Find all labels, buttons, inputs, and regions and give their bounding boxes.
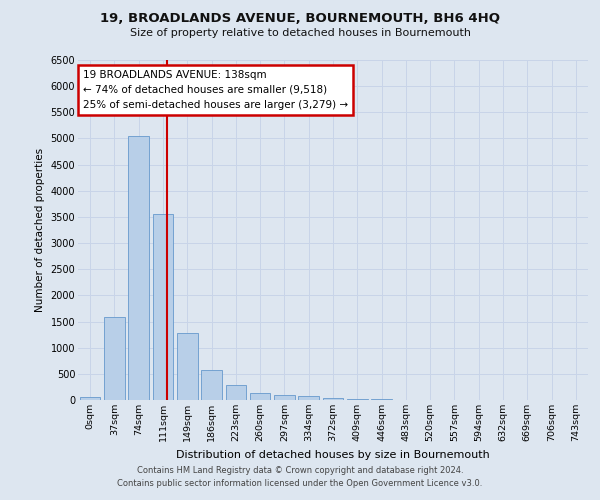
Bar bbox=[298, 396, 319, 400]
Bar bbox=[347, 398, 368, 400]
Bar bbox=[226, 386, 246, 400]
Text: 19, BROADLANDS AVENUE, BOURNEMOUTH, BH6 4HQ: 19, BROADLANDS AVENUE, BOURNEMOUTH, BH6 … bbox=[100, 12, 500, 26]
Bar bbox=[104, 318, 125, 400]
Text: 19 BROADLANDS AVENUE: 138sqm
← 74% of detached houses are smaller (9,518)
25% of: 19 BROADLANDS AVENUE: 138sqm ← 74% of de… bbox=[83, 70, 348, 110]
Bar bbox=[177, 333, 197, 400]
Bar bbox=[250, 393, 271, 400]
Bar bbox=[201, 370, 222, 400]
Text: Size of property relative to detached houses in Bournemouth: Size of property relative to detached ho… bbox=[130, 28, 470, 38]
Y-axis label: Number of detached properties: Number of detached properties bbox=[35, 148, 45, 312]
Bar bbox=[323, 398, 343, 400]
Bar bbox=[274, 395, 295, 400]
Bar bbox=[128, 136, 149, 400]
Bar bbox=[152, 214, 173, 400]
Text: Contains HM Land Registry data © Crown copyright and database right 2024.
Contai: Contains HM Land Registry data © Crown c… bbox=[118, 466, 482, 487]
X-axis label: Distribution of detached houses by size in Bournemouth: Distribution of detached houses by size … bbox=[176, 450, 490, 460]
Bar bbox=[80, 397, 100, 400]
